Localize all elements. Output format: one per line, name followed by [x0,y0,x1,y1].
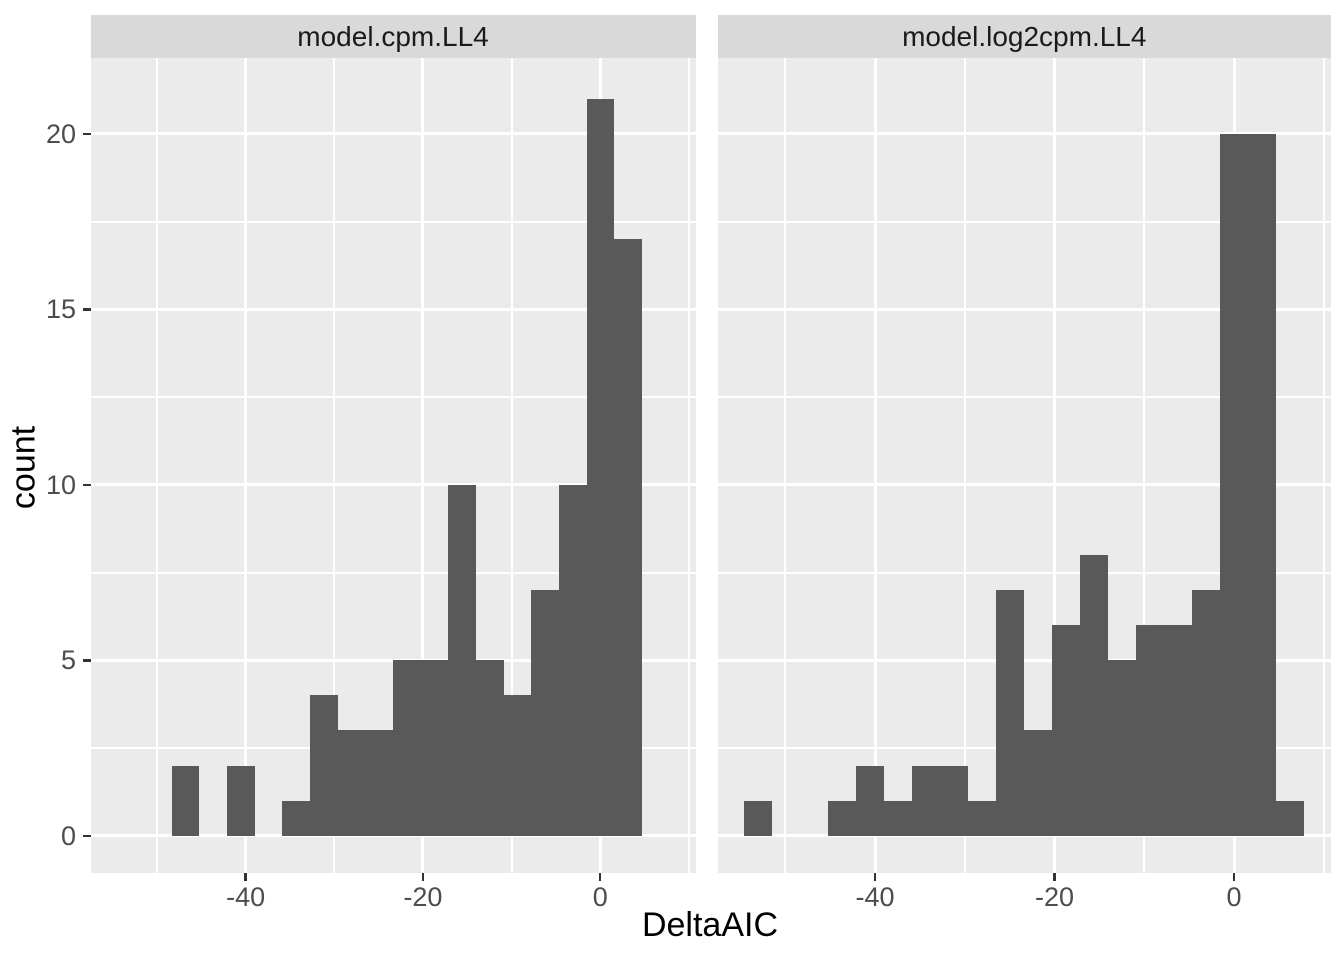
x-minor-gridline [963,58,966,873]
histogram-bar [558,484,587,836]
histogram-bar [968,800,996,836]
histogram-bar [171,765,199,836]
histogram-bar [744,800,772,836]
y-major-gridline [718,483,1331,487]
x-axis-tick [421,873,425,881]
y-axis-title: count [4,425,43,510]
histogram-bar [1052,625,1080,836]
facet-strip-label-right: model.log2cpm.LL4 [902,20,1147,52]
facet-panel-left [90,58,696,873]
x-minor-gridline [333,58,336,873]
x-minor-gridline [155,58,158,873]
x-axis-tick-label: 0 [592,882,608,912]
y-minor-gridline [90,571,696,574]
histogram-bar [226,765,255,836]
histogram-bar [912,765,940,836]
x-minor-gridline [687,58,690,873]
y-axis-tick-label: 5 [60,645,76,676]
x-axis-tick [598,873,602,881]
x-minor-gridline [1322,58,1325,873]
facet-strip-right: model.log2cpm.LL4 [718,15,1331,58]
x-axis-tick [873,873,877,881]
y-axis-tick [82,308,91,311]
y-minor-gridline [718,396,1331,399]
histogram-bar [996,590,1024,836]
y-major-gridline [718,132,1331,136]
histogram-bar [392,660,421,836]
histogram-bar [856,765,884,836]
x-minor-gridline [510,58,513,873]
y-minor-gridline [718,571,1331,574]
histogram-bar [337,730,365,836]
histogram-bar [309,695,338,836]
y-axis-tick [82,834,91,838]
y-major-gridline [718,658,1331,662]
y-axis-tick [82,483,91,487]
y-major-gridline [718,834,1331,838]
histogram-bar [1136,625,1164,836]
histogram-bar [447,484,476,836]
histogram-bar [530,590,559,836]
y-minor-gridline [90,396,696,399]
y-axis-tick-label: 10 [45,469,76,500]
x-axis-tick-label: -40 [855,882,895,912]
x-axis-tick [1232,873,1236,881]
histogram-bar [1080,555,1108,836]
histogram-bar [1192,590,1220,836]
histogram-bar [613,239,642,836]
x-major-gridline [244,58,248,873]
x-axis-tick-label: -20 [1035,882,1075,912]
histogram-bar [1220,133,1248,836]
x-axis-tick [244,873,247,881]
y-minor-gridline [718,220,1331,223]
y-axis-tick-label: 0 [60,820,76,851]
x-axis-tick-label: 0 [1226,882,1242,912]
histogram-bar [1248,133,1276,836]
facet-strip-left: model.cpm.LL4 [90,15,696,58]
x-axis-tick [1053,873,1056,881]
x-minor-gridline [1143,58,1146,873]
y-major-gridline [90,132,696,136]
y-axis-tick [82,132,91,136]
x-major-gridline [421,58,425,873]
x-axis-tick-label: -40 [226,882,266,912]
histogram-bar [1276,800,1304,836]
y-major-gridline [90,483,696,487]
y-major-gridline [90,307,696,311]
histogram-bar [940,765,968,836]
y-minor-gridline [90,220,696,223]
y-major-gridline [718,307,1331,311]
x-axis-tick-label: -20 [403,882,443,912]
histogram-bar [1108,660,1136,836]
histogram-bar [586,98,614,836]
x-minor-gridline [784,58,787,873]
facet-strip-label-left: model.cpm.LL4 [297,20,489,52]
y-axis-tick [82,659,91,662]
histogram-bar [281,800,310,836]
y-major-gridline [90,834,696,838]
histogram-bar [475,660,504,836]
histogram-bar [420,660,448,836]
histogram-bar [1164,625,1192,836]
facet-panel-right [718,58,1331,873]
histogram-bar [1024,730,1052,836]
x-major-gridline [873,58,877,873]
x-major-gridline [1053,58,1057,873]
histogram-bar [503,695,531,836]
y-axis-tick-label: 15 [45,294,76,325]
y-axis-tick-label: 20 [45,118,76,149]
histogram-bar [884,800,912,836]
x-axis-title: DeltaAIC [641,906,779,944]
histogram-bar [364,730,393,836]
histogram-bar [828,800,856,836]
